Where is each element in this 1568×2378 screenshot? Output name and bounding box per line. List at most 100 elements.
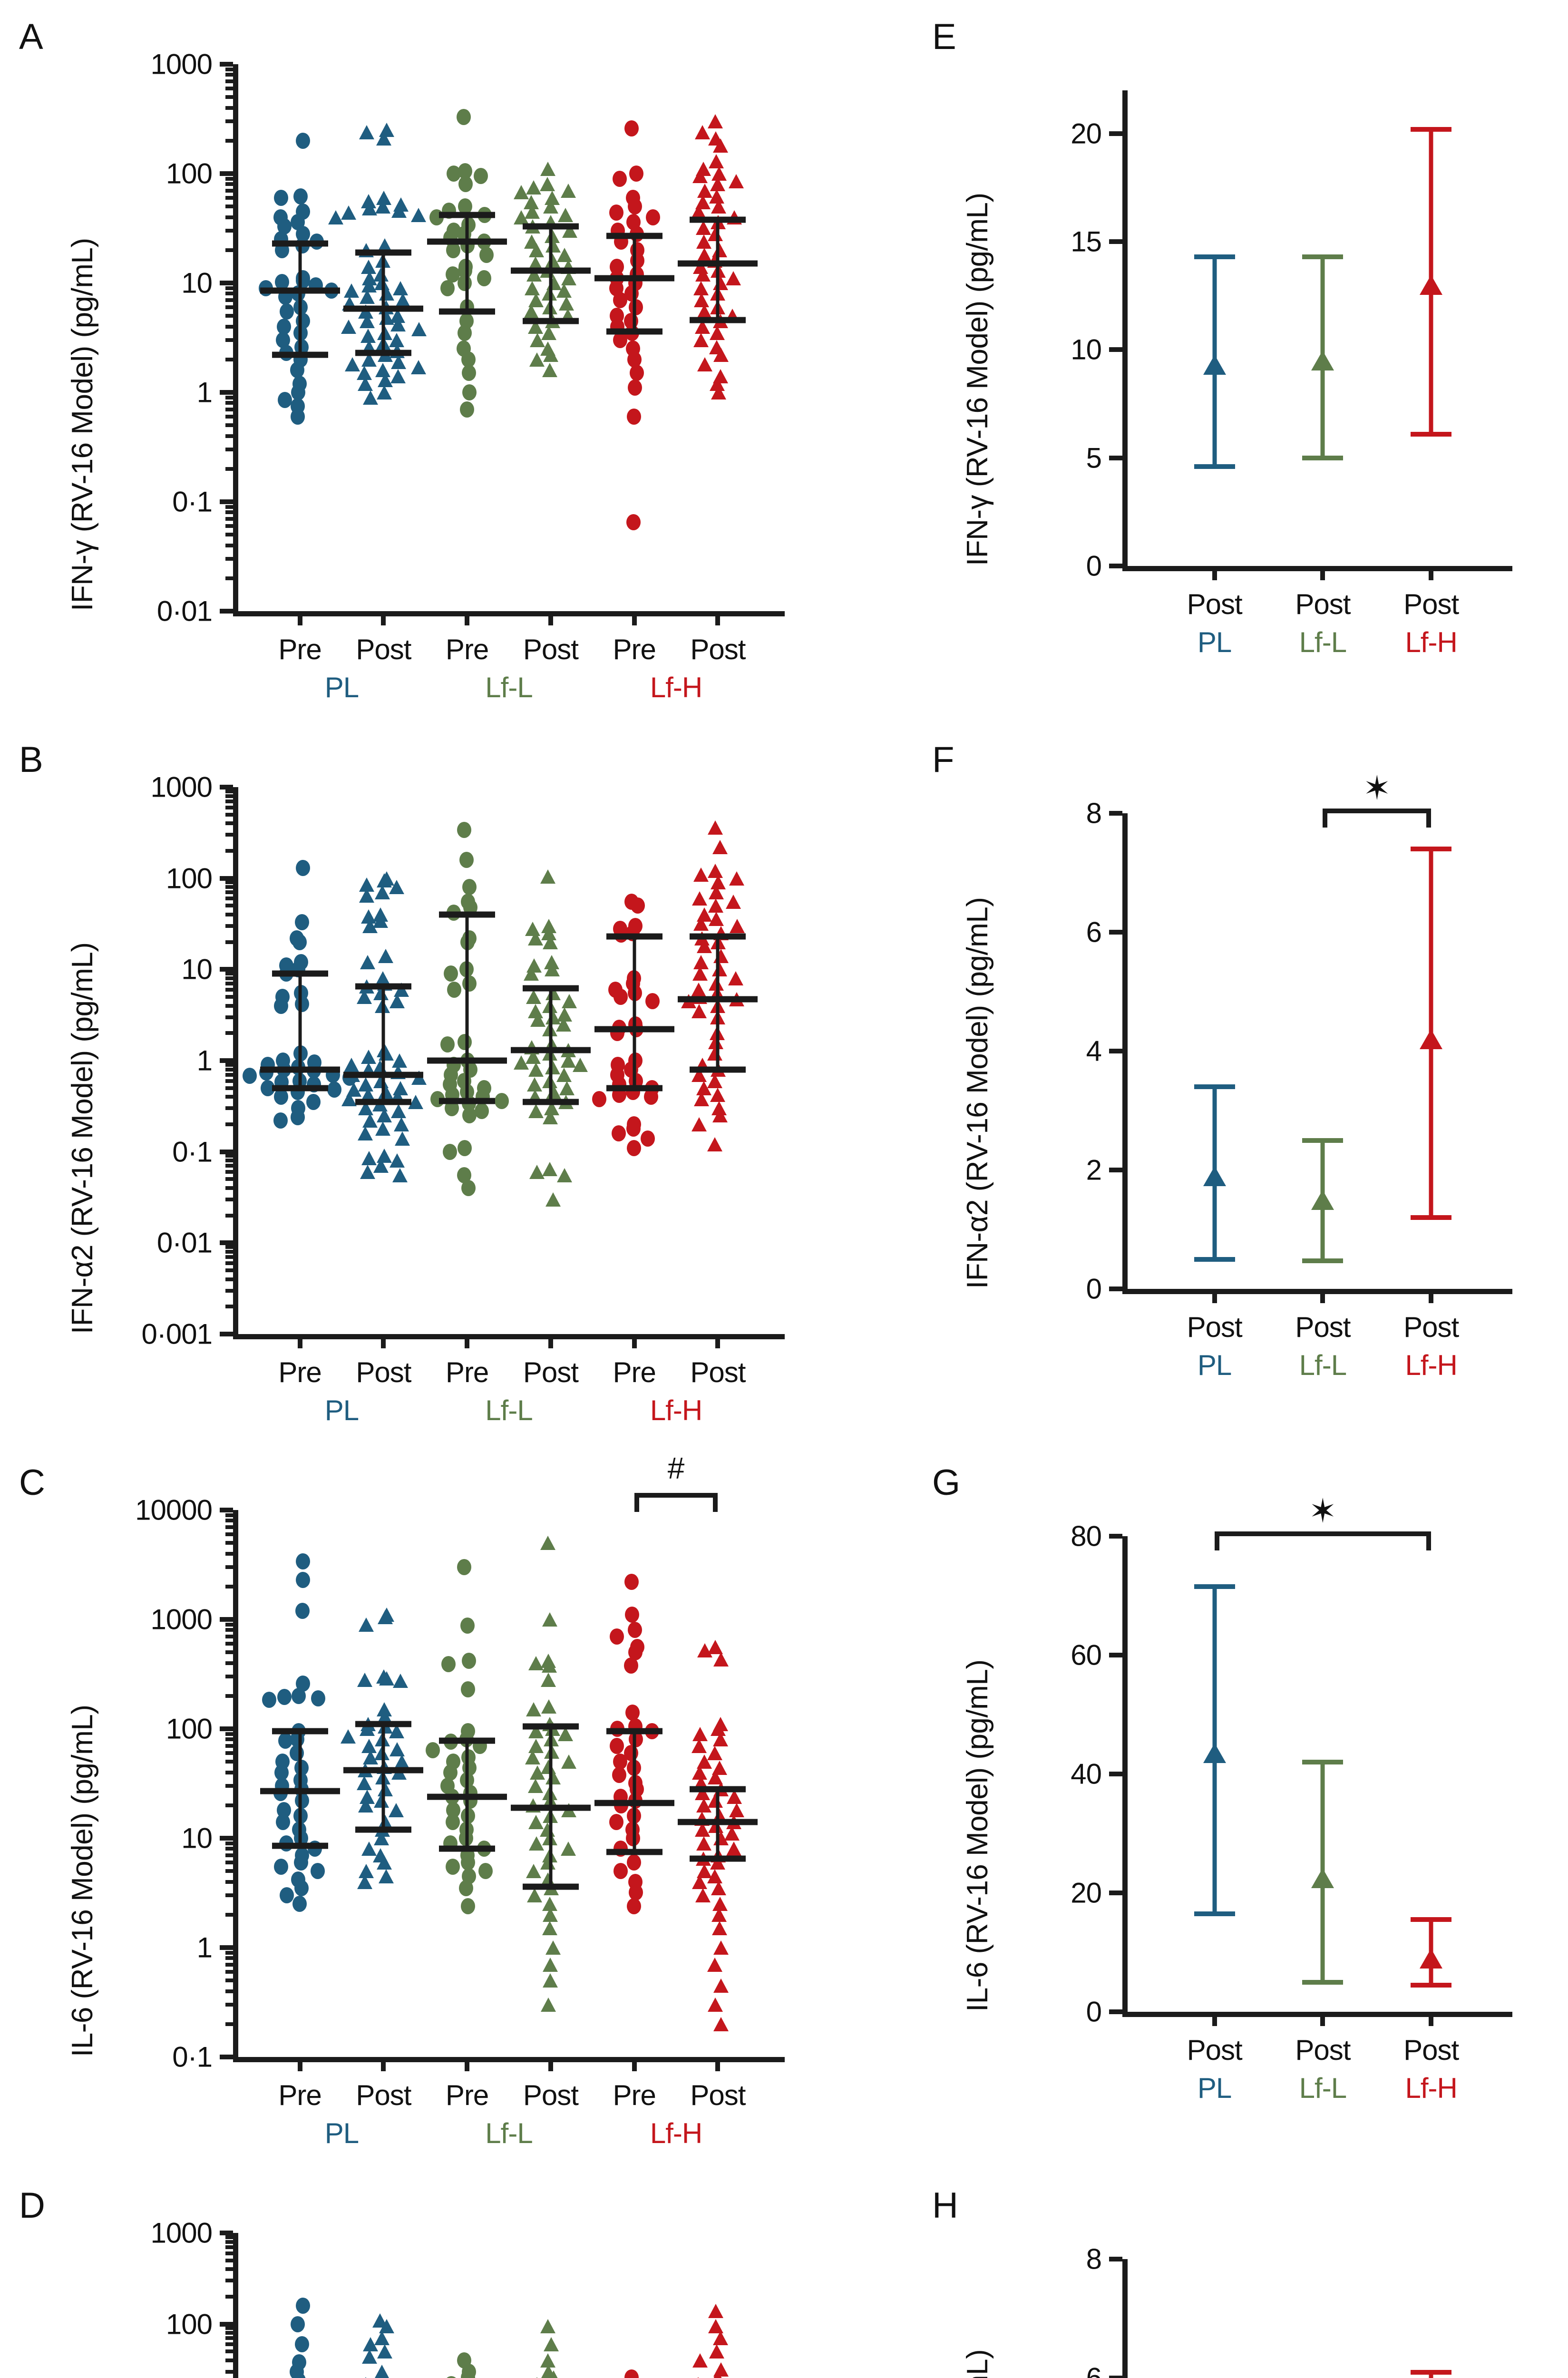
significance-bracket-end [1426, 1531, 1432, 1550]
data-point-triangle [545, 1192, 561, 1207]
iqr-upper-cap [355, 1721, 412, 1727]
data-point-circle [474, 168, 488, 185]
data-point-triangle [692, 169, 708, 184]
data-point-triangle [389, 880, 404, 895]
data-point-triangle [543, 199, 559, 214]
data-point-circle [477, 270, 492, 287]
data-point-circle [274, 997, 289, 1014]
y-minor-tick [225, 1305, 233, 1309]
y-minor-tick [225, 314, 233, 318]
ci-upper-cap [1302, 1760, 1344, 1764]
data-point-circle [294, 2336, 309, 2353]
y-tick-label: 1000 [150, 48, 213, 80]
data-point-circle [613, 332, 628, 349]
y-tick [220, 499, 233, 504]
y-tick-label: 100 [166, 1713, 213, 1745]
y-tick-label: 1000 [150, 2217, 213, 2249]
data-point-triangle [709, 2344, 725, 2359]
data-point-triangle [392, 1168, 408, 1183]
y-minor-tick [225, 1186, 233, 1190]
ci-upper-cap [1302, 254, 1344, 259]
data-point-triangle [528, 1103, 544, 1118]
data-point-triangle [395, 1131, 410, 1146]
data-point-circle [295, 132, 310, 149]
panel-b: B IFN-α2 (RV-16 Model) (pg/mL) 0·001 0·01 0·… [10, 742, 789, 1432]
iqr-lower-cap [522, 1883, 579, 1890]
y-minor-tick [225, 1962, 233, 1967]
group-label-lfl: Lf-L [1299, 1349, 1347, 1381]
y-minor-tick [225, 87, 233, 91]
group-label-pl: PL [324, 2117, 359, 2149]
y-minor-tick [225, 995, 233, 999]
y-minor-tick [225, 248, 233, 252]
data-point-triangle [341, 1092, 357, 1106]
median-line [343, 305, 424, 312]
data-point-triangle [708, 820, 723, 835]
y-minor-tick [225, 1541, 233, 1545]
panel-h: HTNF-α (RV-16 Model) (pg/mL)02468PostPLP… [932, 2188, 1560, 2378]
group-label-pl: PL [1197, 1349, 1232, 1381]
y-axis-line [233, 787, 238, 1337]
data-point-triangle [729, 871, 745, 886]
data-point-circle [461, 365, 476, 381]
median-line [510, 267, 591, 274]
y-minor-tick [225, 1584, 233, 1589]
data-point-triangle [540, 869, 555, 884]
data-point-circle [457, 1559, 471, 1576]
data-point-circle [276, 1814, 291, 1831]
data-point-triangle [557, 207, 573, 222]
y-tick-label: 10 [181, 1822, 213, 1854]
data-point-triangle [696, 1798, 712, 1813]
data-point-circle [630, 253, 644, 269]
data-point-circle [626, 514, 641, 531]
y-minor-tick [225, 2251, 233, 2255]
iqr-whisker [381, 1724, 385, 1830]
data-point-triangle [378, 1610, 393, 1625]
data-point-triangle [713, 949, 729, 964]
data-point-circle [609, 205, 624, 221]
data-point-triangle [692, 966, 708, 981]
data-point-circle [624, 120, 639, 136]
data-point-triangle [375, 199, 391, 214]
median-line [510, 1804, 591, 1811]
data-point-circle [457, 1140, 472, 1156]
x-tick-label: Post [1403, 2034, 1459, 2066]
y-minor-tick [225, 1841, 233, 1845]
y-minor-tick [225, 1513, 233, 1517]
iqr-lower-cap [522, 318, 579, 324]
y-minor-tick [225, 2336, 233, 2340]
x-tick [297, 2057, 302, 2071]
data-point-triangle [359, 125, 375, 139]
data-point-triangle [528, 1062, 544, 1077]
iqr-lower-cap [606, 1849, 662, 1855]
x-tick [1212, 2012, 1217, 2026]
y-minor-tick [225, 1197, 233, 1201]
y-minor-tick [225, 2240, 233, 2244]
x-axis-line [233, 2057, 785, 2062]
y-axis-title: IFN-α2 (RV-16 Model) (pg/mL) [961, 897, 994, 1289]
y-minor-tick [225, 1650, 233, 1655]
y-tick-label: 20 [1071, 117, 1102, 150]
y-minor-tick [225, 533, 233, 537]
iqr-whisker [633, 235, 636, 332]
x-tick [381, 2057, 386, 2071]
y-minor-tick [225, 1956, 233, 1960]
median-line [427, 1793, 507, 1800]
data-point-circle [292, 934, 307, 950]
ci-upper-cap [1194, 1584, 1235, 1589]
data-point-triangle [707, 1957, 723, 1972]
data-point-triangle [726, 1842, 741, 1856]
data-point-circle [444, 2376, 459, 2378]
y-minor-tick [225, 1622, 233, 1627]
data-point-circle [293, 188, 308, 205]
y-minor-tick [225, 1989, 233, 1993]
y-minor-tick [225, 1245, 233, 1249]
y-minor-tick [225, 119, 233, 124]
iqr-whisker [633, 1731, 636, 1852]
y-minor-tick [225, 805, 233, 809]
y-tick [1109, 239, 1122, 244]
data-point-triangle [545, 1770, 561, 1785]
y-minor-tick [225, 1565, 233, 1569]
ci-upper-cap [1411, 2369, 1452, 2375]
data-point-triangle [390, 1103, 406, 1118]
